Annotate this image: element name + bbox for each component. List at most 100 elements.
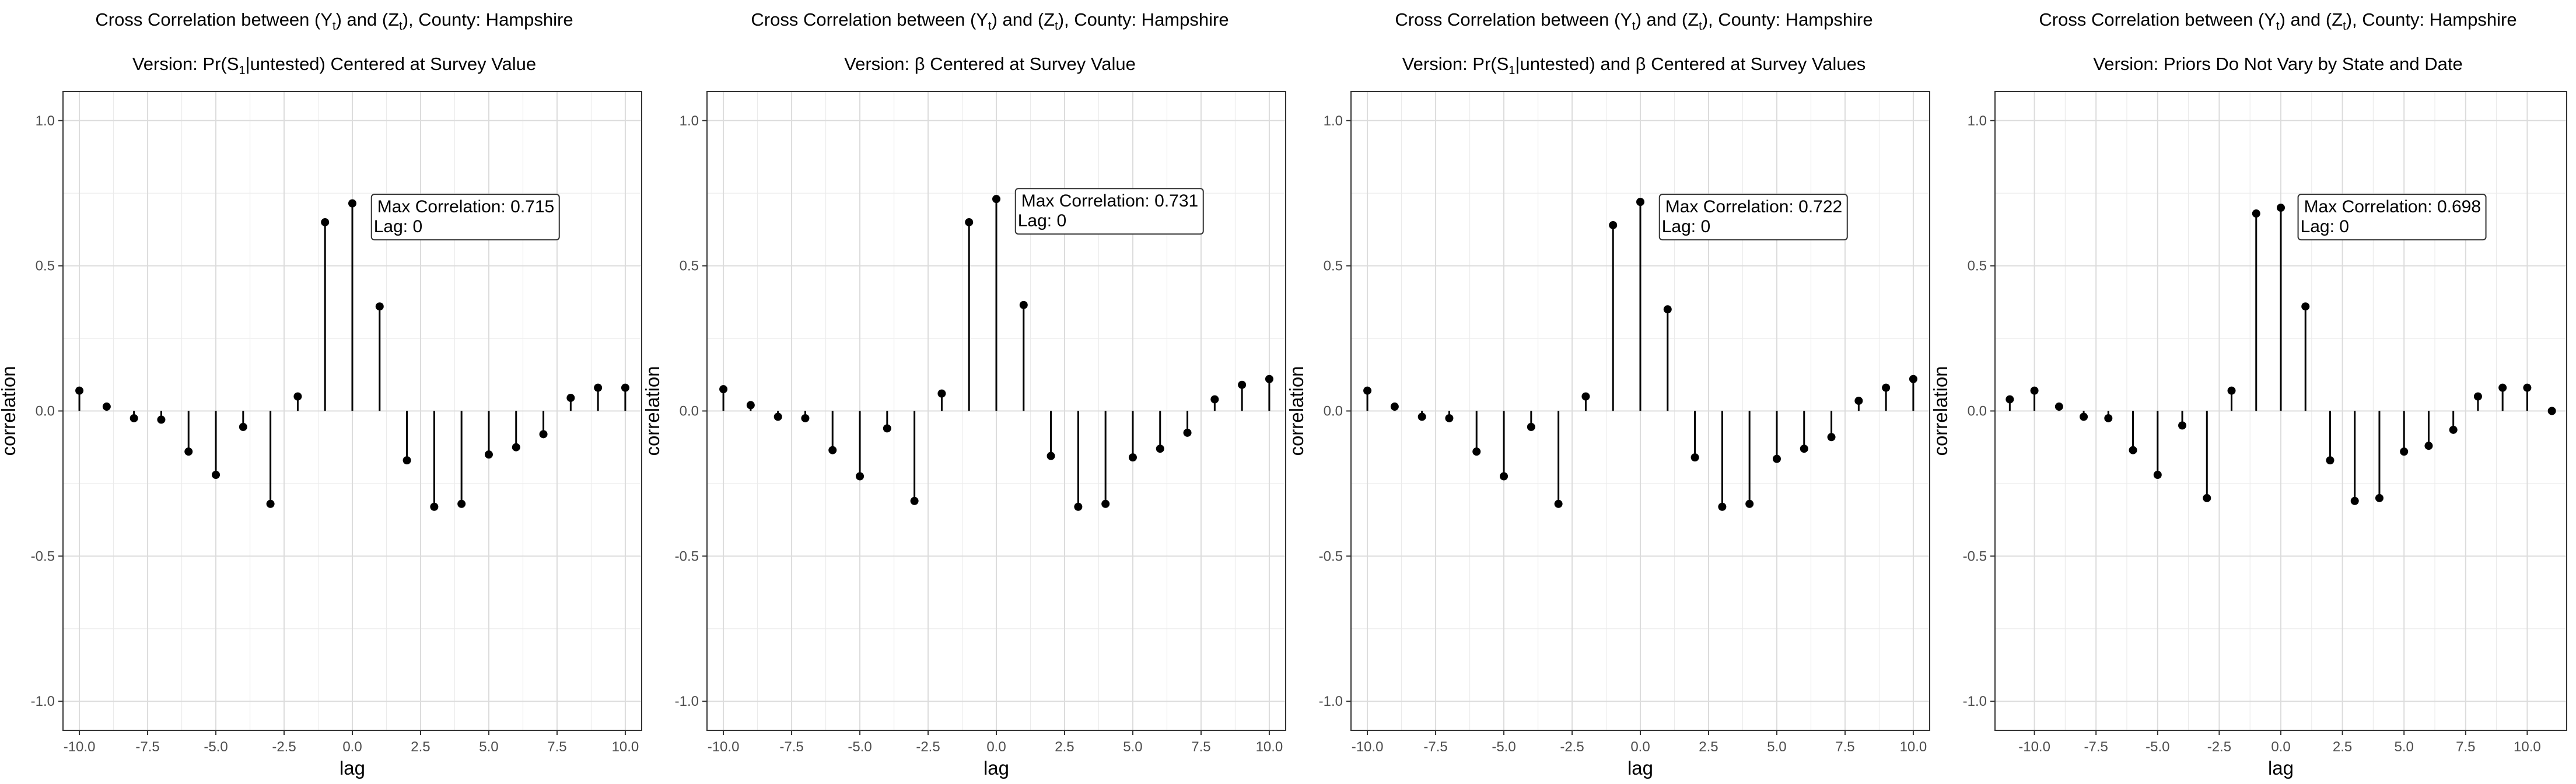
data-point <box>239 422 247 431</box>
data-point <box>266 499 275 508</box>
x-tick-label: -2.5 <box>916 739 940 755</box>
data-point <box>1363 386 1372 395</box>
x-tick-label: 0.0 <box>986 739 1006 755</box>
title-text-part: ), County: Hampshire <box>402 9 573 30</box>
data-point <box>1854 397 1863 405</box>
subtitle-text-part: Version: Pr(S <box>132 54 239 74</box>
y-tick-label: -0.5 <box>1319 548 1343 564</box>
data-point <box>375 302 384 311</box>
title-subscript: t <box>2343 20 2346 33</box>
x-tick-label: 7.5 <box>547 739 566 755</box>
data-point <box>992 195 1000 204</box>
y-tick-label: 0.5 <box>1968 258 1987 274</box>
x-tick-label: -5.0 <box>204 739 228 755</box>
y-tick-label: -1.0 <box>675 694 699 709</box>
data-point <box>75 386 84 395</box>
title-subscript: t <box>1632 20 1636 33</box>
subtitle-subscript: 1 <box>1508 64 1515 77</box>
x-tick-label: -2.5 <box>272 739 296 755</box>
data-point <box>1500 472 1508 481</box>
chart-subtitle: Version: Pr(S1|untested) Centered at Sur… <box>132 54 536 77</box>
title-subscript: t <box>988 20 992 33</box>
y-tick-label: 1.0 <box>680 113 699 129</box>
y-tick-label: 0.0 <box>680 404 699 419</box>
data-point <box>774 412 782 421</box>
data-point <box>1882 383 1891 392</box>
title-text-part: ), County: Hampshire <box>1702 9 1873 30</box>
data-point <box>2375 494 2384 502</box>
annotation-box <box>1014 188 1204 235</box>
x-tick-label: -5.0 <box>2146 739 2169 755</box>
y-tick-label: 0.0 <box>1324 404 1343 419</box>
data-point <box>457 499 466 508</box>
annotation-max-correlation: Max Correlation: 0.731 <box>1021 191 1199 211</box>
data-point <box>1074 502 1083 511</box>
data-point <box>1390 402 1399 411</box>
x-tick-label: 2.5 <box>1055 739 1074 755</box>
data-point <box>402 456 411 465</box>
data-point <box>321 218 330 226</box>
y-tick-label: 0.0 <box>1968 404 1987 419</box>
data-point <box>1210 395 1219 404</box>
data-point <box>1909 374 1917 383</box>
data-point <box>621 383 629 392</box>
x-tick-label: 10.0 <box>2514 739 2541 755</box>
data-point <box>2153 471 2162 479</box>
x-tick-label: 0.0 <box>342 739 362 755</box>
annotation-box <box>370 194 560 241</box>
data-point <box>2400 447 2409 456</box>
annotation-lag: Lag: 0 <box>374 217 422 236</box>
data-point <box>1046 452 1055 460</box>
x-tick-label: -7.5 <box>779 739 803 755</box>
data-point <box>1554 499 1563 508</box>
annotation-lag: Lag: 0 <box>1018 211 1066 230</box>
y-axis-title: correlation <box>642 366 663 456</box>
y-tick-label: 0.0 <box>36 404 55 419</box>
x-tick-label: -5.0 <box>848 739 872 755</box>
data-point <box>102 402 111 411</box>
y-tick-label: 1.0 <box>1968 113 1987 129</box>
x-tick-label: 10.0 <box>1256 739 1283 755</box>
title-text-part: ), County: Hampshire <box>2346 9 2517 30</box>
data-point <box>1772 454 1781 463</box>
annotation-lag: Lag: 0 <box>1662 217 1710 236</box>
x-tick-label: 0.0 <box>2271 739 2290 755</box>
x-tick-label: -2.5 <box>2207 739 2231 755</box>
annotation-box <box>1658 194 1848 241</box>
title-text-part: Cross Correlation between (Y <box>1395 9 1632 30</box>
data-point <box>1690 453 1699 462</box>
y-tick-label: -1.0 <box>1963 694 1987 709</box>
data-point <box>965 218 974 226</box>
data-point <box>539 430 548 439</box>
x-tick-label: -7.5 <box>1423 739 1447 755</box>
data-point <box>2227 386 2236 395</box>
data-point <box>2449 425 2458 434</box>
subtitle-text-part: Version: Pr(S <box>1402 54 1509 74</box>
data-point <box>212 471 220 479</box>
x-tick-label: -7.5 <box>2084 739 2108 755</box>
data-point <box>746 401 755 410</box>
data-point <box>1183 428 1192 437</box>
x-tick-label: 7.5 <box>1835 739 1854 755</box>
chart-title: Cross Correlation between (Yt) and (Zt),… <box>2039 9 2516 33</box>
data-point <box>2178 421 2187 430</box>
chart-panel-2: Cross Correlation between (Yt) and (Zt),… <box>642 9 1286 779</box>
x-tick-label: 2.5 <box>411 739 430 755</box>
data-point <box>1128 453 1137 462</box>
data-point <box>512 443 520 452</box>
data-point <box>1718 502 1727 511</box>
chart-subtitle: Version: β Centered at Survey Value <box>844 54 1136 74</box>
x-tick-label: 5.0 <box>1123 739 1142 755</box>
data-point <box>1800 444 1808 453</box>
y-axis-title: correlation <box>1930 366 1951 456</box>
title-subscript: t <box>399 20 402 33</box>
y-axis-title: correlation <box>0 366 19 456</box>
data-point <box>1265 374 1273 383</box>
data-point <box>1827 433 1836 442</box>
data-point <box>2129 446 2137 454</box>
data-point <box>2277 204 2285 212</box>
data-point <box>1636 198 1644 206</box>
y-tick-label: -1.0 <box>31 694 55 709</box>
